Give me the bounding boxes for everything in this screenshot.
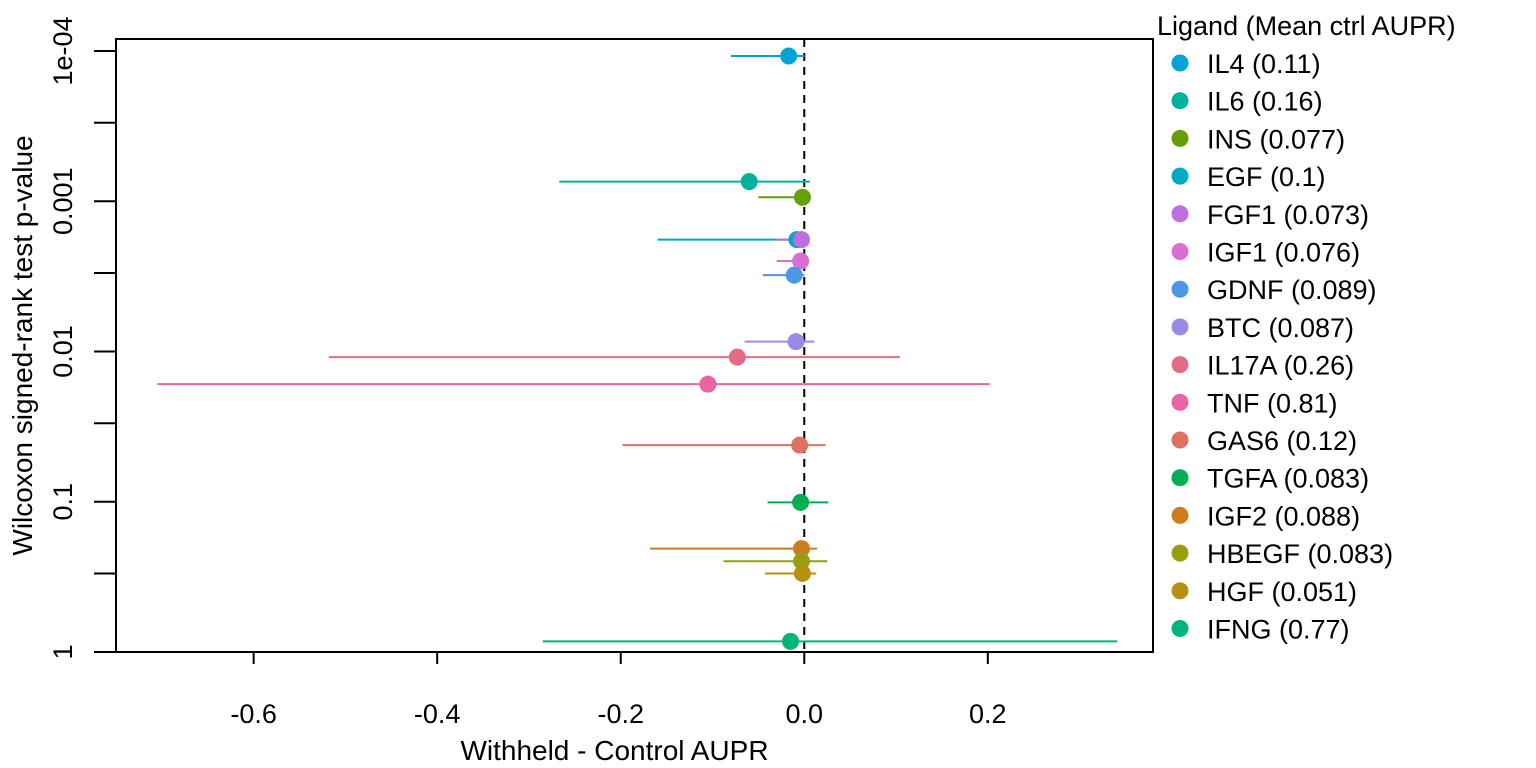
point-layer (699, 47, 811, 650)
legend-label: GDNF (0.089) (1207, 275, 1377, 305)
legend-marker (1171, 393, 1189, 411)
legend-marker (1171, 582, 1189, 600)
legend-marker (1171, 243, 1189, 260)
legend-marker (1171, 129, 1189, 147)
legend-label: TGFA (0.083) (1207, 464, 1369, 494)
errorbar-layer (157, 55, 1118, 643)
legend-marker (1171, 280, 1189, 298)
y-tick-label: 1e-04 (48, 16, 78, 85)
y-tick-label: 0.01 (48, 325, 78, 378)
y-tick-label: 0.001 (48, 167, 78, 235)
legend-label: IFNG (0.77) (1207, 615, 1350, 645)
y-axis: 1 0.1 0.01 0.001 1e-04 (48, 16, 116, 660)
legend-label: TNF (0.81) (1207, 388, 1338, 418)
data-point (793, 564, 811, 582)
legend-label: IL4 (0.11) (1207, 49, 1321, 79)
data-point (792, 252, 810, 270)
data-point (793, 540, 811, 558)
data-point (780, 47, 798, 65)
legend-label: EGF (0.1) (1207, 162, 1326, 192)
legend-label: IL17A (0.26) (1207, 351, 1354, 381)
x-tick-label: 0.0 (786, 699, 824, 729)
data-point (793, 231, 811, 249)
y-minor-ticks (94, 121, 116, 575)
legend-label: HGF (0.051) (1207, 577, 1357, 607)
data-point (699, 375, 717, 393)
data-point (791, 436, 809, 454)
legend-title: Ligand (Mean ctrl AUPR) (1157, 11, 1456, 41)
legend-marker (1171, 318, 1189, 336)
legend-label: INS (0.077) (1207, 124, 1345, 154)
legend: Ligand (Mean ctrl AUPR) IL4 (0.11) IL6 (0… (1157, 11, 1456, 645)
legend-marker (1171, 544, 1189, 562)
legend-marker (1171, 431, 1189, 449)
y-tick-label: 0.1 (48, 483, 78, 521)
legend-label: IGF1 (0.076) (1207, 238, 1360, 268)
data-point (740, 173, 758, 191)
x-tick-label: -0.4 (414, 699, 461, 729)
legend-label: IGF2 (0.088) (1207, 501, 1360, 531)
legend-label: HBEGF (0.083) (1207, 539, 1393, 569)
data-point (793, 552, 811, 570)
data-point (785, 266, 803, 284)
x-axis-title: Withheld - Control AUPR (460, 735, 768, 766)
data-point (782, 632, 800, 650)
legend-marker (1171, 167, 1189, 185)
legend-marker (1171, 92, 1189, 110)
legend-label: IL6 (0.16) (1207, 87, 1323, 117)
y-tick-label: 1 (48, 644, 78, 659)
legend-label: BTC (0.087) (1207, 313, 1354, 343)
legend-marker (1171, 54, 1189, 72)
legend-marker (1171, 356, 1189, 374)
x-tick-label: -0.6 (230, 699, 277, 729)
legend-marker (1171, 506, 1189, 524)
legend-label: GAS6 (0.12) (1207, 426, 1357, 456)
legend-marker (1171, 469, 1189, 487)
legend-marker (1171, 205, 1189, 223)
data-point (793, 188, 811, 206)
x-tick-label: 0.2 (969, 699, 1007, 729)
x-axis: -0.6 -0.4 -0.2 0.0 0.2 (230, 652, 1007, 729)
x-tick-label: -0.2 (597, 699, 644, 729)
legend-marker (1171, 620, 1189, 637)
data-point (787, 333, 805, 351)
legend-label: FGF1 (0.073) (1207, 200, 1369, 230)
data-point (792, 493, 810, 511)
y-axis-title: Wilcoxon signed-rank test p-value (7, 135, 38, 555)
plot-frame (115, 38, 1154, 653)
data-point (728, 348, 746, 366)
